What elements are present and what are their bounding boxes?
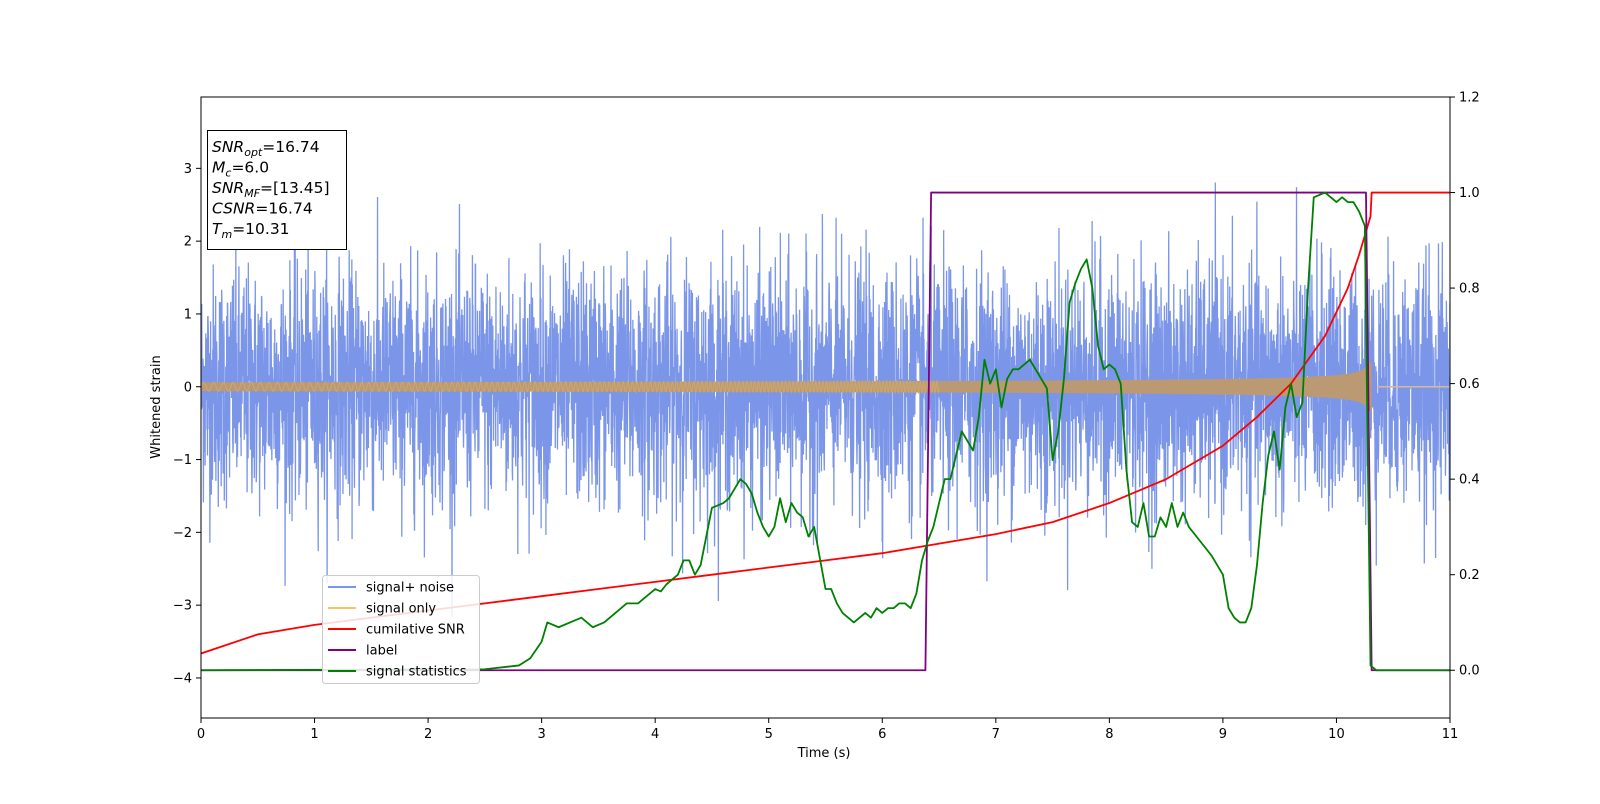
y-axis-left: −4 −3 −2 −1 0 1 2 3 (173, 162, 201, 686)
y2-tick-label: 1.2 (1459, 91, 1480, 106)
y-tick-label: 0 (184, 380, 192, 395)
x-tick-label: 11 (1442, 727, 1459, 742)
legend: signal+ noise signal only cumilative SNR la… (322, 575, 480, 684)
x-tick-label: 2 (424, 727, 432, 742)
annotation-line: CSNR=16.74 (212, 200, 313, 218)
y-tick-label: 1 (184, 307, 192, 322)
annotation-line: SNRopt=16.74 (212, 138, 320, 159)
legend-label: cumilative SNR (366, 623, 465, 638)
y-tick-label: −1 (173, 453, 192, 468)
y-axis-right: 0.0 0.2 0.4 0.6 0.8 1.0 1.2 (1450, 91, 1480, 679)
series-signal-only-line (201, 378, 940, 395)
legend-label: signal statistics (366, 665, 467, 680)
plot-frame (200, 96, 1451, 719)
y-tick-label: 2 (184, 235, 192, 250)
legend-label: label (366, 644, 397, 659)
x-tick-label: 1 (310, 727, 318, 742)
annotation-line: Tm=10.31 (212, 220, 290, 241)
y-axis-label: Whitened strain (149, 355, 164, 458)
legend-label: signal only (366, 602, 436, 617)
y2-tick-label: 0.6 (1459, 377, 1480, 392)
x-tick-label: 8 (1105, 727, 1113, 742)
x-tick-label: 5 (765, 727, 773, 742)
legend-label: signal+ noise (366, 581, 454, 596)
y-tick-label: 3 (184, 162, 192, 177)
series-signal-noise-line (201, 182, 1450, 617)
x-tick-label: 10 (1328, 727, 1345, 742)
y2-tick-label: 0.2 (1459, 568, 1480, 583)
y2-tick-label: 1.0 (1459, 186, 1480, 201)
stats-annotation-box: SNRopt=16.74Mc=6.0SNRMF=[13.45]CSNR=16.7… (207, 130, 347, 250)
x-tick-label: 6 (878, 727, 886, 742)
x-tick-label: 7 (992, 727, 1000, 742)
y-tick-label: −3 (173, 599, 192, 614)
x-tick-label: 0 (197, 727, 205, 742)
x-tick-label: 4 (651, 727, 659, 742)
y2-tick-label: 0.8 (1459, 282, 1480, 297)
y-tick-label: −2 (173, 526, 192, 541)
series-signal-statistics-line (201, 191, 1450, 672)
x-tick-label: 3 (537, 727, 545, 742)
y2-tick-label: 0.0 (1459, 664, 1480, 679)
x-tick-label: 9 (1219, 727, 1227, 742)
y2-tick-label: 0.4 (1459, 473, 1480, 488)
annotation-line: Mc=6.0 (212, 159, 269, 180)
annotation-line: SNRMF=[13.45] (212, 179, 330, 200)
x-axis: 0 1 2 3 4 5 6 7 8 9 10 11 (197, 718, 1458, 742)
y-tick-label: −4 (173, 671, 192, 686)
x-axis-label: Time (s) (797, 746, 851, 761)
